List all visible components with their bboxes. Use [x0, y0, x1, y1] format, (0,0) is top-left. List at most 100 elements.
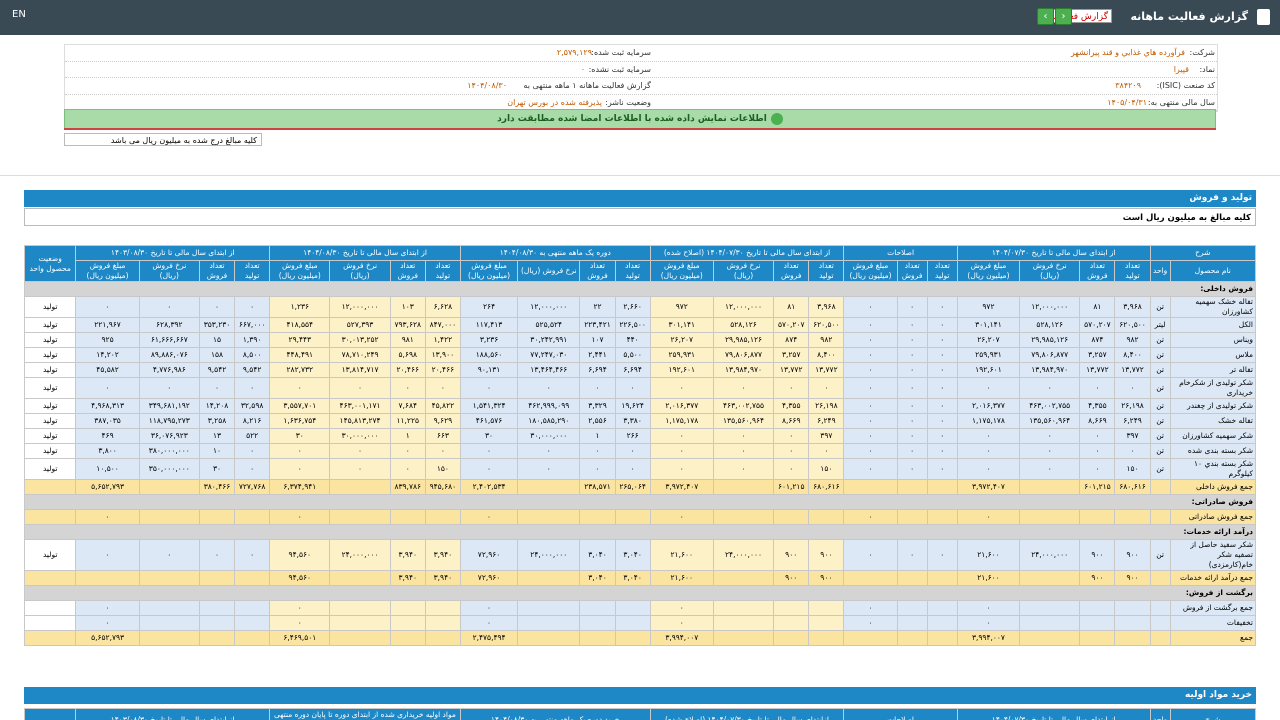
cell: ۴,۳۵۵	[773, 398, 810, 414]
section-row: فروش داخلی:	[24, 281, 1256, 297]
cell: ۵۲۲	[234, 428, 271, 444]
cell: تولید	[23, 377, 77, 399]
cell: ۳۵۰,۰۰۰,۰۰۰	[138, 458, 200, 480]
cell: ۱,۱۷۵,۱۷۸	[649, 413, 714, 429]
cell: ۰	[389, 443, 426, 459]
cell: ۸,۶۶۹	[1079, 413, 1116, 429]
cell: ۹۴,۵۶۰	[269, 570, 331, 586]
cell: ۰	[926, 332, 958, 348]
cell: ۹۰,۱۳۱	[459, 362, 519, 378]
cell: ۱۵۰	[424, 458, 461, 480]
cell: ۱۳,۹۸۴,۹۷۰	[712, 362, 775, 378]
cell	[712, 570, 775, 586]
cell: ۳۰	[269, 428, 331, 444]
cell: ۰	[424, 377, 461, 399]
cell: ۰	[926, 413, 958, 429]
cell: ۱۲,۰۰۰,۰۰۰	[517, 296, 581, 318]
cell: ۳,۰۴۰	[614, 539, 651, 571]
cell: ۰	[1114, 377, 1151, 399]
cell: ۰	[896, 428, 928, 444]
cell: ۱۵۰	[808, 458, 845, 480]
cell: ۳۰,۰۱۳,۲۵۲	[329, 332, 391, 348]
cell: ۱,۱۷۵,۱۷۸	[956, 413, 1021, 429]
cell	[579, 509, 616, 525]
cell: ۲۲۳,۴۲۱	[579, 317, 616, 333]
cell: ۰	[614, 443, 651, 459]
cell: ۵۷۰,۲۰۷	[1079, 317, 1116, 333]
column-header: نرخ فروش (ریال)	[1019, 260, 1081, 282]
column-header: تعداد فروش	[896, 260, 928, 282]
cell: ۰	[459, 443, 519, 459]
section-title: درآمد ارائه خدمات:	[24, 524, 1256, 540]
cell: ۶۲۰,۵۰۰	[1114, 317, 1151, 333]
cell	[517, 570, 581, 586]
language-toggle[interactable]: EN	[12, 9, 26, 20]
section-row: درآمد ارائه خدمات:	[24, 524, 1256, 540]
cell: ۳۰۱,۱۴۱	[649, 317, 714, 333]
label: کد صنعت (ISIC):	[1156, 81, 1215, 90]
cell: ۰	[1079, 458, 1116, 480]
data-row: ویناس تن ۹۸۲ ۸۷۴ ۲۹,۹۸۵,۱۲۶ ۲۶,۲۰۷ ۰ ۰ ۰ ۹۸۲ ۸۷۴ ۲۹…	[23, 332, 1257, 348]
cell	[23, 615, 77, 631]
cell: ۰	[926, 296, 958, 318]
cell: ۳,۲۵۷	[773, 347, 810, 363]
cell: ۰	[614, 377, 651, 399]
cell: ۰	[517, 458, 581, 480]
cell: ۴,۷۷۶,۹۸۶	[138, 362, 200, 378]
cell: ۲۰,۴۶۶	[389, 362, 426, 378]
cell: تن	[1149, 347, 1171, 363]
cell	[926, 570, 958, 586]
cell: ۰	[896, 539, 928, 571]
cell: ۳۰,۰۰۰,۰۰۰	[329, 428, 391, 444]
cell	[424, 615, 461, 631]
cell	[1114, 630, 1151, 646]
cell: ۳۰	[198, 458, 236, 480]
cell: ۱,۴۲۲	[424, 332, 461, 348]
cell: تن	[1149, 332, 1171, 348]
cell	[843, 479, 898, 495]
cell: ۲,۰۱۶,۳۷۷	[649, 398, 714, 414]
cell: ۳,۳۸۰	[614, 413, 651, 429]
row-label: تفاله خشک	[1169, 413, 1257, 429]
cell	[234, 570, 271, 586]
cell: ۷۹,۸۰۶,۸۷۷	[1019, 347, 1081, 363]
cell: ۵,۵۰۰	[614, 347, 651, 363]
cell	[329, 479, 391, 495]
cell: ۰	[1019, 377, 1081, 399]
cell: ۰	[198, 539, 236, 571]
data-row: شکر سفید حاصل از تصفیه شکر خام(کارمزدی) ت…	[23, 539, 1257, 571]
value: فرآورده هاي غذايي و قند پيرانشهر	[1070, 48, 1185, 57]
header-cell: از ابتدای سال مالی تا تاریخ ۱۴۰۳/۰۸/۳۰	[75, 708, 271, 720]
cell: ۳۲,۵۹۸	[234, 398, 271, 414]
cell: ۰	[843, 458, 898, 480]
cell	[138, 479, 200, 495]
cell	[329, 630, 391, 646]
cell: ۹۰۰	[1079, 570, 1116, 586]
data-row: شکر بسته بندی شده تن ۰ ۰ ۰ ۰ ۰ ۰ ۰ ۰ ۰ ۰ ۰ ۰ ۰ ۰ ۰ ۰ ۰ ۰ ۰ ۰ ۱…	[23, 443, 1257, 459]
cell	[712, 600, 775, 616]
cell	[23, 630, 77, 646]
cell: ۳,۰۴۰	[614, 570, 651, 586]
cell: تن	[1149, 458, 1171, 480]
cell: ۰	[649, 509, 714, 525]
cell	[773, 600, 810, 616]
cell: ۱۱۸,۷۹۵,۲۷۳	[138, 413, 200, 429]
label: شرکت:	[1189, 48, 1215, 57]
cell: ۷۷,۲۴۷,۰۳۰	[517, 347, 581, 363]
cell: ۰	[926, 443, 958, 459]
cell: ۲۶,۱۹۸	[808, 398, 845, 414]
cell	[75, 570, 140, 586]
cell	[808, 630, 845, 646]
header-cell: مواد اولیه خریداری شده از ابتدای دوره تا…	[269, 708, 461, 720]
cell	[712, 615, 775, 631]
cell	[389, 600, 426, 616]
cell: ۶۸۰,۶۱۶	[808, 479, 845, 495]
prev-button[interactable]: ‹	[1037, 8, 1054, 25]
cell: ۵۷۰,۲۰۷	[773, 317, 810, 333]
cell: ۲,۴۴۱	[579, 347, 616, 363]
cell	[808, 615, 845, 631]
section-row: فروش صادراتی:	[24, 494, 1256, 510]
next-button[interactable]: ›	[1055, 8, 1072, 25]
cell: ۲۱,۶۰۰	[649, 570, 714, 586]
